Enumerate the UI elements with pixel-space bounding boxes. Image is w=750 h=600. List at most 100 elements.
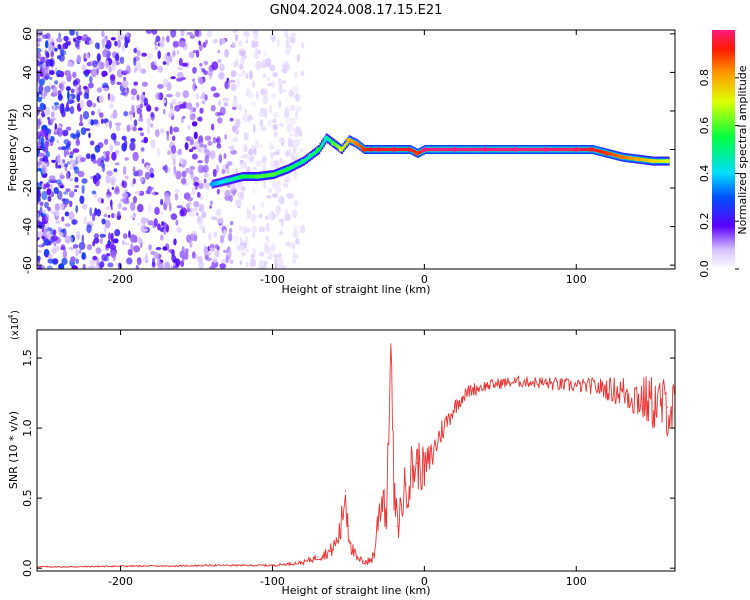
noise-blob bbox=[123, 139, 128, 149]
noise-blob bbox=[175, 170, 182, 180]
noise-blob bbox=[262, 88, 269, 98]
noise-blob bbox=[42, 209, 47, 215]
noise-blob bbox=[60, 103, 65, 112]
x-tick-label: -100 bbox=[260, 273, 285, 286]
ridge-cell bbox=[538, 147, 541, 152]
noise-blob bbox=[157, 261, 164, 269]
noise-blob bbox=[186, 102, 193, 110]
noise-blob bbox=[69, 106, 75, 115]
snr-y-axis-label: SNR (10 * v/v) bbox=[7, 411, 20, 489]
ridge-cell bbox=[283, 168, 286, 173]
ridge-point bbox=[634, 156, 640, 162]
noise-blob bbox=[271, 80, 275, 89]
noise-blob bbox=[141, 158, 145, 164]
noise-blob bbox=[42, 229, 50, 238]
ridge-point bbox=[574, 147, 579, 152]
noise-blob bbox=[121, 79, 129, 88]
noise-blob bbox=[241, 113, 249, 122]
noise-blob bbox=[182, 90, 190, 98]
noise-blob bbox=[128, 230, 131, 239]
noise-blob bbox=[209, 265, 215, 269]
noise-blob bbox=[278, 252, 282, 260]
noise-blob bbox=[61, 80, 66, 85]
noise-blob bbox=[94, 233, 99, 240]
spectrogram-x-ticks: -200 -100 0 100 bbox=[108, 30, 587, 286]
noise-blob bbox=[126, 124, 131, 132]
noise-blob bbox=[136, 237, 143, 244]
noise-blob bbox=[223, 102, 229, 107]
ridge-cell bbox=[410, 148, 413, 152]
noise-blob bbox=[70, 256, 76, 263]
noise-blob bbox=[85, 53, 90, 59]
noise-blob bbox=[149, 167, 154, 175]
noise-blob bbox=[88, 118, 92, 126]
noise-blob bbox=[215, 208, 222, 217]
noise-blob bbox=[132, 151, 139, 162]
ridge-cell bbox=[213, 182, 216, 186]
noise-blob bbox=[267, 213, 274, 220]
noise-blob bbox=[57, 93, 63, 101]
noise-blob bbox=[251, 101, 256, 106]
ridge-cell bbox=[359, 144, 362, 148]
noise-blob bbox=[210, 216, 218, 221]
ridge-cell bbox=[520, 147, 523, 152]
noise-blob bbox=[188, 210, 196, 217]
noise-blob bbox=[245, 227, 251, 233]
noise-blob bbox=[74, 184, 80, 189]
noise-blob bbox=[114, 229, 121, 237]
noise-blob bbox=[219, 63, 225, 72]
noise-blob bbox=[124, 157, 129, 161]
noise-blob bbox=[217, 117, 223, 124]
ridge-cell bbox=[509, 147, 512, 152]
noise-blob bbox=[193, 181, 200, 187]
noise-blob bbox=[148, 244, 153, 251]
ridge-cell bbox=[535, 147, 538, 152]
ridge-cell bbox=[533, 147, 536, 152]
ridge-cell bbox=[638, 157, 641, 161]
ridge-cell bbox=[479, 147, 482, 152]
noise-blob bbox=[197, 164, 204, 174]
ridge-cell bbox=[334, 143, 337, 147]
noise-blob bbox=[150, 112, 155, 121]
noise-blob bbox=[61, 109, 66, 118]
ridge-cell bbox=[222, 179, 225, 184]
noise-blob bbox=[267, 188, 273, 194]
noise-blob bbox=[289, 117, 296, 126]
noise-blob bbox=[133, 235, 138, 243]
ridge-cell bbox=[548, 147, 552, 152]
noise-blob bbox=[113, 238, 119, 244]
noise-blob bbox=[240, 252, 246, 257]
noise-blob bbox=[269, 34, 276, 41]
noise-blob bbox=[182, 115, 186, 120]
ridge-cell bbox=[372, 147, 375, 152]
noise-blob bbox=[255, 60, 262, 70]
noise-blob bbox=[206, 30, 213, 38]
ridge-cell bbox=[328, 138, 331, 142]
noise-blob bbox=[272, 181, 278, 190]
ridge-cell bbox=[321, 143, 324, 147]
noise-blob bbox=[111, 212, 115, 219]
noise-blob bbox=[218, 154, 223, 164]
noise-blob bbox=[59, 50, 67, 56]
noise-blob bbox=[166, 224, 170, 233]
noise-blob bbox=[206, 251, 212, 256]
noise-blob bbox=[88, 82, 94, 89]
noise-blob bbox=[49, 210, 55, 214]
ridge-cell bbox=[234, 176, 237, 180]
ridge-cell bbox=[290, 165, 293, 169]
noise-blob bbox=[129, 141, 136, 151]
noise-blob bbox=[157, 65, 164, 73]
noise-blob bbox=[179, 40, 187, 48]
noise-blob bbox=[151, 30, 158, 35]
noise-blob bbox=[209, 205, 212, 209]
ridge-cell bbox=[447, 147, 450, 152]
noise-blob bbox=[258, 226, 266, 233]
ridge-cell bbox=[521, 147, 524, 152]
ridge-cell bbox=[495, 147, 498, 152]
noise-blob bbox=[95, 247, 102, 255]
spectrogram-panel: -200 -100 0 100 60 40 20 0 -20 -40 -60 Height of … bbox=[6, 27, 676, 296]
ridge-cell bbox=[381, 147, 384, 152]
noise-blob bbox=[147, 185, 152, 195]
noise-blob bbox=[261, 107, 267, 115]
noise-blob bbox=[67, 40, 71, 46]
